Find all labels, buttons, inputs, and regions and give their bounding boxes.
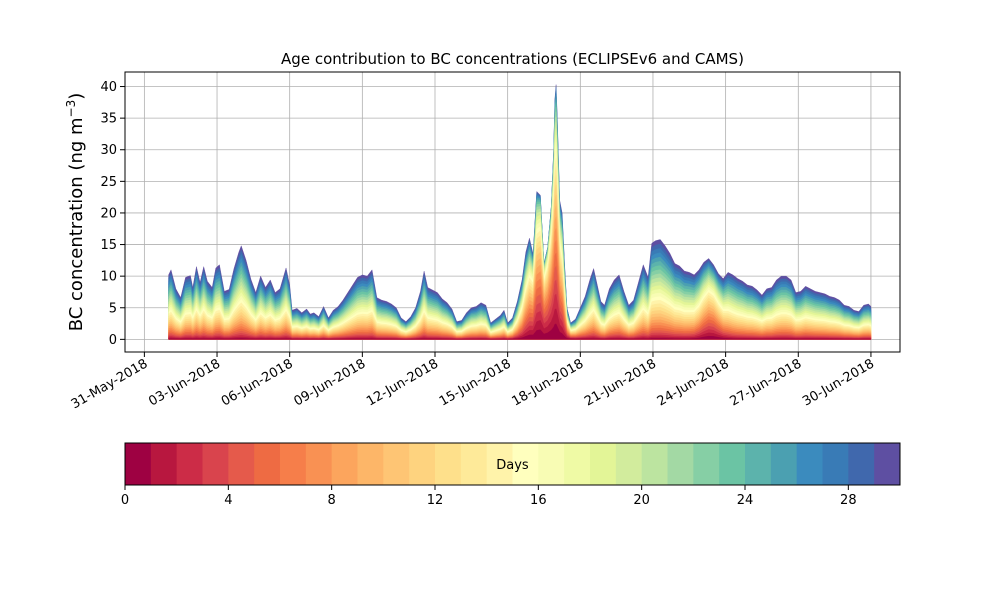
- colorbar-swatch-9: [357, 443, 384, 485]
- y-tick-label: 5: [109, 301, 117, 316]
- x-tick-label: 15-Jun-2018: [437, 356, 514, 409]
- colorbar-swatch-24: [745, 443, 772, 485]
- colorbar-tick-label: 8: [328, 493, 336, 508]
- colorbar-swatch-1: [150, 443, 178, 485]
- age-band-2: [168, 293, 872, 340]
- y-axis-label-text: BC concentration (ng m: [66, 117, 87, 331]
- colorbar-swatch-15: [512, 443, 539, 485]
- x-tick-label: 31-May-2018: [69, 356, 151, 412]
- colorbar-swatch-17: [564, 443, 591, 485]
- colorbar-swatch-16: [538, 443, 565, 485]
- y-axis-label-close: ): [66, 93, 87, 100]
- colorbar-swatch-13: [460, 443, 488, 485]
- colorbar-tick-label: 12: [427, 493, 444, 508]
- colorbar-tick-label: 24: [737, 493, 754, 508]
- colorbar-swatch-20: [641, 443, 668, 485]
- age-band-1: [168, 308, 872, 340]
- x-tick-label: 21-Jun-2018: [582, 356, 659, 409]
- colorbar-tick-label: 28: [840, 493, 857, 508]
- y-axis: 0 5 10 15 20 25 30 35 40: [100, 80, 125, 348]
- colorbar-label: Days: [496, 458, 529, 473]
- y-tick-label: 10: [100, 270, 117, 285]
- colorbar-swatch-18: [590, 443, 617, 485]
- x-tick-label: 09-Jun-2018: [292, 356, 369, 409]
- x-tick-label: 03-Jun-2018: [146, 356, 223, 409]
- colorbar-swatches: [125, 443, 901, 485]
- colorbar-swatch-7: [305, 443, 333, 485]
- colorbar-swatch-10: [383, 443, 410, 485]
- y-axis-label: BC concentration (ng m−3): [64, 93, 87, 332]
- colorbar-swatch-12: [435, 443, 462, 485]
- colorbar-ticks: 0 4 8 12 16 20 24 28: [121, 485, 857, 508]
- y-tick-label: 25: [100, 175, 117, 190]
- colorbar-swatch-22: [693, 443, 720, 485]
- colorbar-swatch-5: [254, 443, 281, 485]
- x-tick-label: 18-Jun-2018: [509, 356, 586, 409]
- colorbar-swatch-28: [848, 443, 875, 485]
- colorbar-tick-label: 4: [224, 493, 232, 508]
- x-tick-label: 12-Jun-2018: [364, 356, 441, 409]
- colorbar-swatch-0: [125, 443, 152, 485]
- colorbar-tick-label: 20: [633, 493, 650, 508]
- y-tick-label: 15: [100, 238, 117, 253]
- colorbar-tick-label: 16: [530, 493, 547, 508]
- colorbar-swatch-3: [202, 443, 229, 485]
- age-band-0: [168, 323, 872, 340]
- age-band-3: [168, 279, 872, 340]
- x-tick-label: 24-Jun-2018: [655, 356, 732, 409]
- colorbar: 0 4 8 12 16 20 24 28 Days: [121, 442, 901, 508]
- colorbar-swatch-25: [770, 443, 798, 485]
- colorbar-swatch-19: [615, 443, 643, 485]
- y-tick-label: 20: [100, 206, 117, 221]
- y-tick-label: 30: [100, 143, 117, 158]
- colorbar-swatch-21: [667, 443, 694, 485]
- colorbar-tick-label: 0: [121, 493, 129, 508]
- y-tick-label: 35: [100, 112, 117, 127]
- y-tick-label: 0: [109, 333, 117, 348]
- y-tick-label: 40: [100, 80, 117, 95]
- x-tick-label: 27-Jun-2018: [727, 356, 804, 409]
- age-band-4: [168, 265, 872, 340]
- age-band-5: [168, 252, 872, 340]
- colorbar-frame: [124, 442, 901, 486]
- chart-title: Age contribution to BC concentrations (E…: [281, 50, 744, 68]
- colorbar-swatch-11: [409, 443, 436, 485]
- colorbar-swatch-27: [822, 443, 849, 485]
- x-axis: 31-May-201803-Jun-201806-Jun-201809-Jun-…: [69, 352, 877, 412]
- x-tick-label: 30-Jun-2018: [800, 356, 877, 409]
- colorbar-swatch-6: [280, 443, 307, 485]
- colorbar-swatch-2: [176, 443, 203, 485]
- colorbar-swatch-26: [796, 443, 823, 485]
- colorbar-swatch-14: [486, 443, 513, 485]
- colorbar-swatch-29: [874, 443, 901, 485]
- x-tick-label: 06-Jun-2018: [219, 356, 296, 409]
- plot-area: 31-May-201803-Jun-201806-Jun-201809-Jun-…: [69, 71, 901, 412]
- y-axis-label-superscript: −3: [64, 100, 78, 118]
- axes-frame: [124, 71, 901, 353]
- age-band-29: [168, 84, 872, 340]
- colorbar-swatch-23: [719, 443, 746, 485]
- colorbar-swatch-4: [228, 443, 255, 485]
- age-stacked-areas: [168, 84, 872, 340]
- colorbar-swatch-8: [331, 443, 358, 485]
